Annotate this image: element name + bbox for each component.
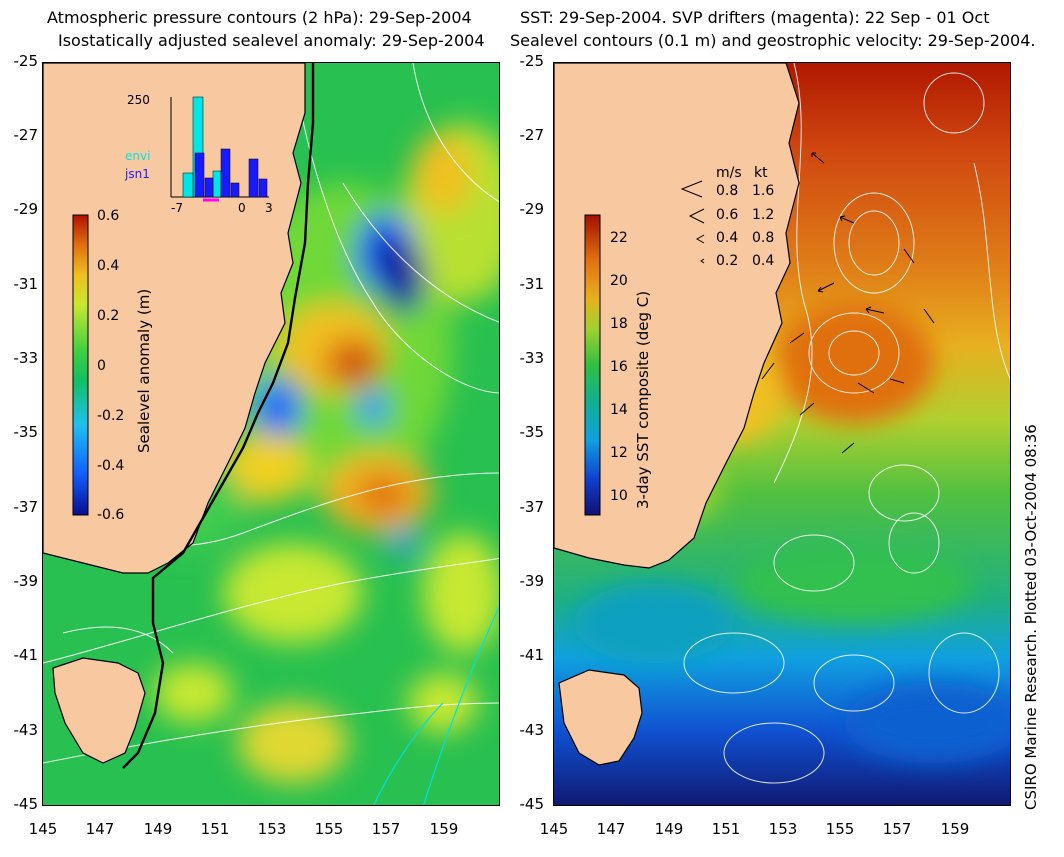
sst-cb-tick: 22 xyxy=(610,230,628,246)
left-y-tick: -43 xyxy=(13,721,39,739)
velocity-legend-ms: 0.4 xyxy=(716,230,739,246)
right-x-tick: 159 xyxy=(940,820,970,838)
sst-colorbar-label: 3-day SST composite (deg C) xyxy=(634,290,652,509)
right-x-tick: 149 xyxy=(654,820,684,838)
left-y-tick: -45 xyxy=(13,795,39,813)
histogram-inset xyxy=(170,96,269,202)
velocity-legend-kt: 1.6 xyxy=(752,183,775,199)
sst-map: m/s kt 0.8 1.6 0.6 1.2 0.4 0.8 0.2 0.4 2… xyxy=(553,62,1011,806)
right-y-tick: -33 xyxy=(519,349,545,367)
sla-cb-tick: -0.4 xyxy=(97,458,125,474)
velocity-legend-ms: 0.6 xyxy=(716,207,739,223)
left-y-tick: -35 xyxy=(13,423,39,441)
sla-cb-tick: 0.6 xyxy=(97,208,120,224)
right-y-tick: -37 xyxy=(519,498,545,516)
sla-colorbar xyxy=(72,214,89,516)
right-title-line1: SST: 29-Sep-2004. SVP drifters (magenta)… xyxy=(520,8,990,27)
left-x-tick: 159 xyxy=(429,820,459,838)
left-y-tick: -37 xyxy=(13,498,39,516)
right-x-tick: 151 xyxy=(711,820,741,838)
right-y-tick: -31 xyxy=(519,275,545,293)
sla-cb-tick: -0.6 xyxy=(97,507,125,523)
histogram-ymax: 250 xyxy=(127,93,150,107)
velocity-legend-arrows xyxy=(680,180,705,264)
left-title-line1: Atmospheric pressure contours (2 hPa): 2… xyxy=(47,8,472,27)
sst-cb-tick: 18 xyxy=(610,316,628,332)
left-x-tick: 151 xyxy=(200,820,230,838)
right-y-tick: -41 xyxy=(519,646,545,664)
left-y-tick: -29 xyxy=(13,200,39,218)
left-y-tick: -39 xyxy=(13,572,39,590)
velocity-legend-header-ms: m/s xyxy=(716,165,742,181)
plot-credit: CSIRO Marine Research. Plotted 03-Oct-20… xyxy=(1022,424,1040,810)
right-y-tick: -27 xyxy=(519,126,545,144)
velocity-legend-header-kt: kt xyxy=(754,165,768,181)
sst-cb-tick: 12 xyxy=(610,445,628,461)
sealevel-anomaly-map: 250 envi jsn1 -7 0 3 0.6 0.4 0.2 0 -0.2 … xyxy=(42,62,500,806)
left-title-line2: Isostatically adjusted sealevel anomaly:… xyxy=(58,31,485,50)
right-y-tick: -45 xyxy=(519,795,545,813)
tasmania xyxy=(558,669,643,766)
right-y-tick: -39 xyxy=(519,572,545,590)
right-x-tick: 147 xyxy=(596,820,626,838)
mainland-australia xyxy=(43,63,306,574)
sla-colorbar-label: Sealevel anomaly (m) xyxy=(135,288,153,453)
left-y-tick: -27 xyxy=(13,126,39,144)
left-y-tick: -33 xyxy=(13,349,39,367)
left-y-tick: -25 xyxy=(13,52,39,70)
histogram-xlabel-min: -7 xyxy=(171,201,183,215)
sla-cb-tick: 0 xyxy=(97,358,106,374)
right-x-tick: 157 xyxy=(882,820,912,838)
sst-cb-tick: 16 xyxy=(610,359,628,375)
tasmania xyxy=(52,657,146,764)
velocity-legend-ms: 0.8 xyxy=(716,183,739,199)
histogram-xlabel-max: 3 xyxy=(265,201,273,215)
right-y-tick: -35 xyxy=(519,423,545,441)
sla-cb-tick: -0.2 xyxy=(97,408,125,424)
left-x-tick: 149 xyxy=(143,820,173,838)
histogram-xlabel-zero: 0 xyxy=(238,201,246,215)
velocity-legend-ms: 0.2 xyxy=(716,253,739,269)
sst-colorbar xyxy=(584,214,601,516)
left-x-tick: 157 xyxy=(371,820,401,838)
right-x-tick: 145 xyxy=(539,820,569,838)
right-x-tick: 155 xyxy=(825,820,855,838)
left-x-tick: 155 xyxy=(314,820,344,838)
mainland-australia xyxy=(554,63,800,569)
right-title-line2: Sealevel contours (0.1 m) and geostrophi… xyxy=(510,31,1036,50)
histogram-series-jsn1: jsn1 xyxy=(125,167,150,181)
sst-cb-tick: 14 xyxy=(610,402,628,418)
sst-map-svg xyxy=(554,63,1010,805)
left-x-tick: 145 xyxy=(28,820,58,838)
left-y-tick: -41 xyxy=(13,646,39,664)
sealevel-anomaly-map-svg xyxy=(43,63,499,805)
velocity-legend-kt: 1.2 xyxy=(752,207,775,223)
right-y-tick: -29 xyxy=(519,200,545,218)
left-x-tick: 147 xyxy=(85,820,115,838)
sla-cb-tick: 0.4 xyxy=(97,258,120,274)
sst-cb-tick: 20 xyxy=(610,273,628,289)
velocity-legend-kt: 0.4 xyxy=(752,253,775,269)
left-y-tick: -31 xyxy=(13,275,39,293)
left-x-tick: 153 xyxy=(257,820,287,838)
sla-cb-tick: 0.2 xyxy=(97,308,120,324)
sst-cb-tick: 10 xyxy=(610,488,628,504)
right-x-tick: 153 xyxy=(768,820,798,838)
right-y-tick: -25 xyxy=(519,52,545,70)
histogram-series-envi: envi xyxy=(125,149,151,163)
velocity-legend-kt: 0.8 xyxy=(752,230,775,246)
right-y-tick: -43 xyxy=(519,721,545,739)
